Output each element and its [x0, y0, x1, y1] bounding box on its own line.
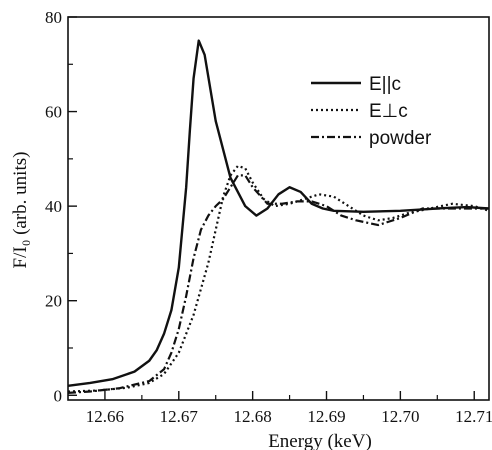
series-line-1 [67, 164, 490, 393]
legend-label-powder: powder [369, 128, 432, 149]
series-layer [67, 39, 490, 395]
y-tick-label: 0 [54, 386, 63, 405]
series-line-0 [67, 39, 490, 388]
series-line-2 [67, 174, 489, 395]
tick-layer: 0 20 40 60 80 12.66 12.67 12.68 12.69 12.70 12.71 [45, 8, 492, 426]
legend: E||c E⊥c powder [311, 74, 432, 149]
x-tick-label: 12.66 [86, 407, 124, 426]
y-axis-title: F/I₀ (arb. units) [10, 152, 31, 269]
x-tick-label: 12.71 [455, 407, 492, 426]
x-tick-label: 12.68 [234, 407, 272, 426]
legend-label-e-parallel-c: E||c [369, 74, 401, 95]
x-tick-label: 12.70 [381, 407, 419, 426]
legend-label-e-perp-c: E⊥c [369, 101, 408, 122]
x-tick-label: 12.67 [160, 407, 199, 426]
y-tick-label: 60 [45, 103, 62, 122]
x-axis-title: Energy (keV) [268, 431, 372, 450]
y-tick-label: 40 [45, 197, 62, 216]
y-tick-label: 80 [45, 8, 62, 27]
x-tick-label: 12.69 [307, 407, 345, 426]
y-tick-label: 20 [45, 292, 62, 311]
